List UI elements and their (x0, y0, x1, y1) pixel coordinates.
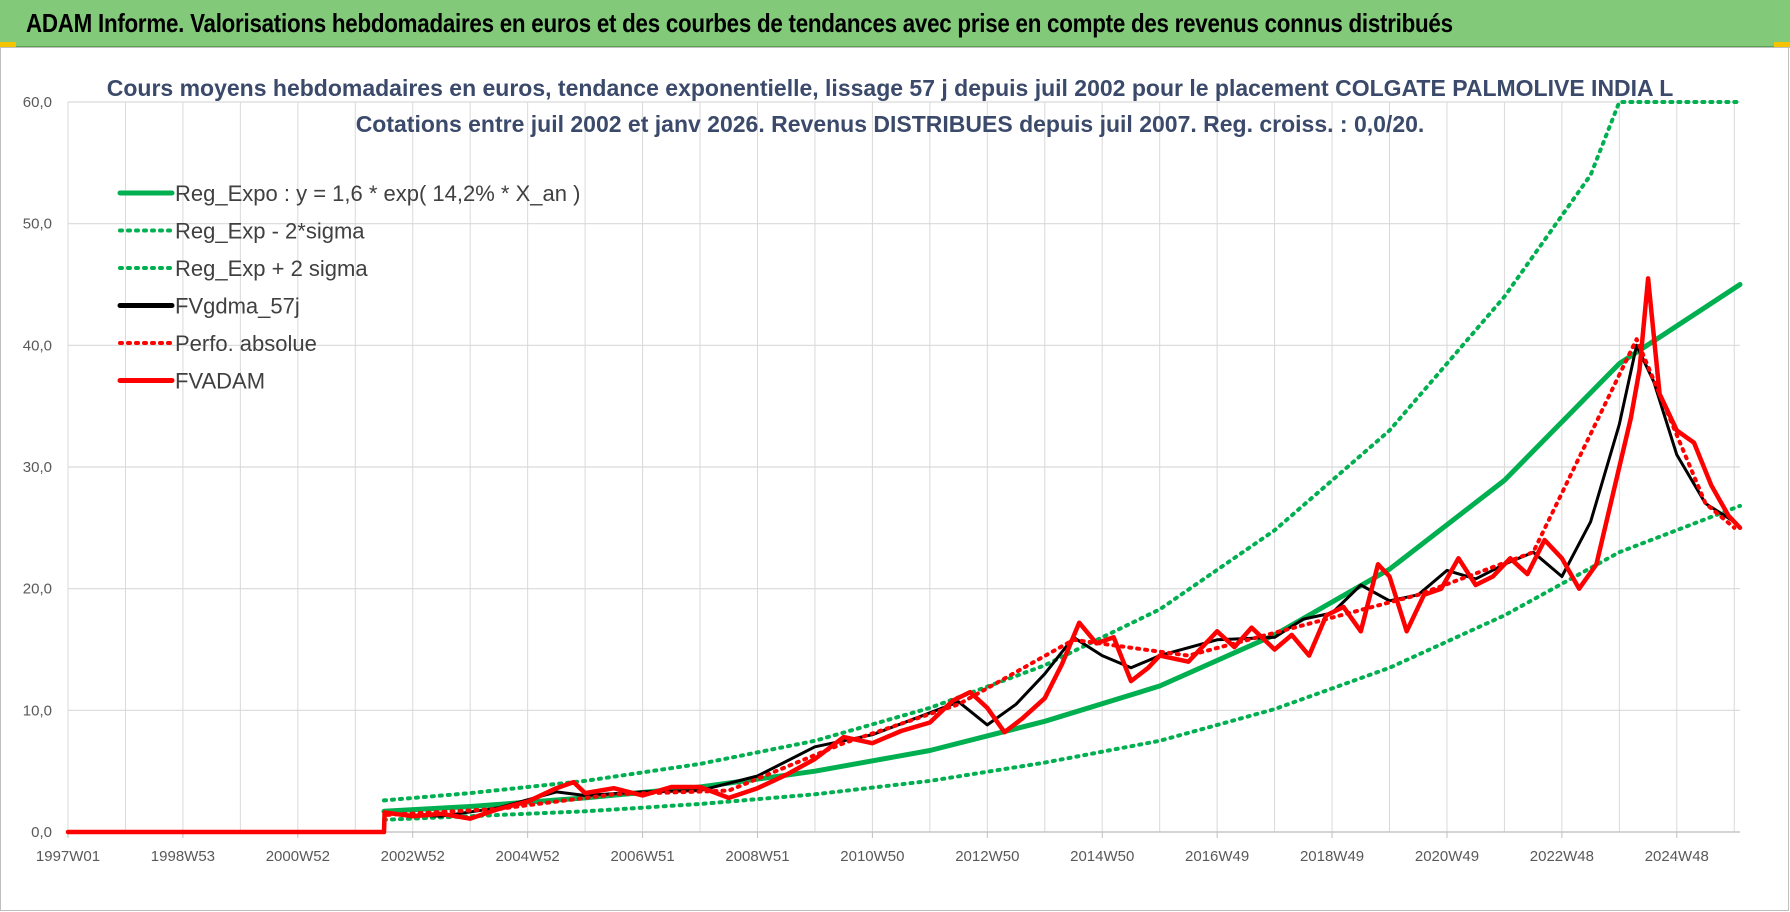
y-tick-label: 20,0 (23, 581, 52, 598)
corner-marker-top-left (0, 42, 16, 48)
x-tick-label: 2024W48 (1645, 848, 1709, 865)
corner-marker-top-right (1774, 42, 1790, 48)
series-line-5 (65, 276, 1743, 835)
x-tick-label: 2004W52 (496, 848, 560, 865)
y-tick-label: 60,0 (23, 94, 52, 111)
chart-title: Cours moyens hebdomadaires en euros, ten… (107, 75, 1674, 101)
x-tick-label: 2022W48 (1530, 848, 1594, 865)
y-tick-label: 10,0 (23, 702, 52, 719)
legend-label: FVADAM (175, 369, 265, 394)
axes-layer: 0,0 10,0 20,0 30,0 40,0 50,0 60,0 1997W01 1998W5… (23, 94, 1740, 865)
legend: Reg_Expo : y = 1,6 * exp( 14,2% * X_an )… (117, 181, 580, 394)
x-tick-label: 2010W50 (840, 848, 904, 865)
y-tick-label: 50,0 (23, 216, 52, 233)
x-tick-label: 2016W49 (1185, 848, 1249, 865)
x-tick-label: 1997W01 (36, 848, 100, 865)
legend-label: Reg_Expo : y = 1,6 * exp( 14,2% * X_an ) (175, 181, 580, 206)
chart-frame (0, 47, 1789, 911)
y-tick-label: 40,0 (23, 337, 52, 354)
series-line-1 (382, 503, 1742, 822)
x-tick-label: 2006W51 (610, 848, 674, 865)
x-tick-label: 1998W53 (151, 848, 215, 865)
x-tick-label: 2000W52 (266, 848, 330, 865)
chart-subtitle: Cotations entre juil 2002 et janv 2026. … (356, 111, 1425, 137)
legend-label: Reg_Exp + 2 sigma (175, 256, 368, 281)
x-tick-label: 2012W50 (955, 848, 1019, 865)
y-tick-label: 0,0 (31, 824, 52, 841)
report-title: ADAM Informe. Valorisations hebdomadaire… (26, 8, 1453, 38)
report-banner: ADAM Informe. Valorisations hebdomadaire… (0, 0, 1790, 47)
x-tick-label: 2018W49 (1300, 848, 1364, 865)
x-tick-label: 2014W50 (1070, 848, 1134, 865)
x-tick-label: 2008W51 (725, 848, 789, 865)
y-tick-label: 30,0 (23, 459, 52, 476)
series-layer (65, 100, 1743, 835)
legend-label: FVgdma_57j (175, 294, 300, 319)
legend-label: Reg_Exp - 2*sigma (175, 219, 365, 244)
x-tick-label: 2020W49 (1415, 848, 1479, 865)
x-tick-label: 2002W52 (381, 848, 445, 865)
grid-layer (67, 101, 1740, 833)
legend-label: Perfo. absolue (175, 331, 317, 356)
